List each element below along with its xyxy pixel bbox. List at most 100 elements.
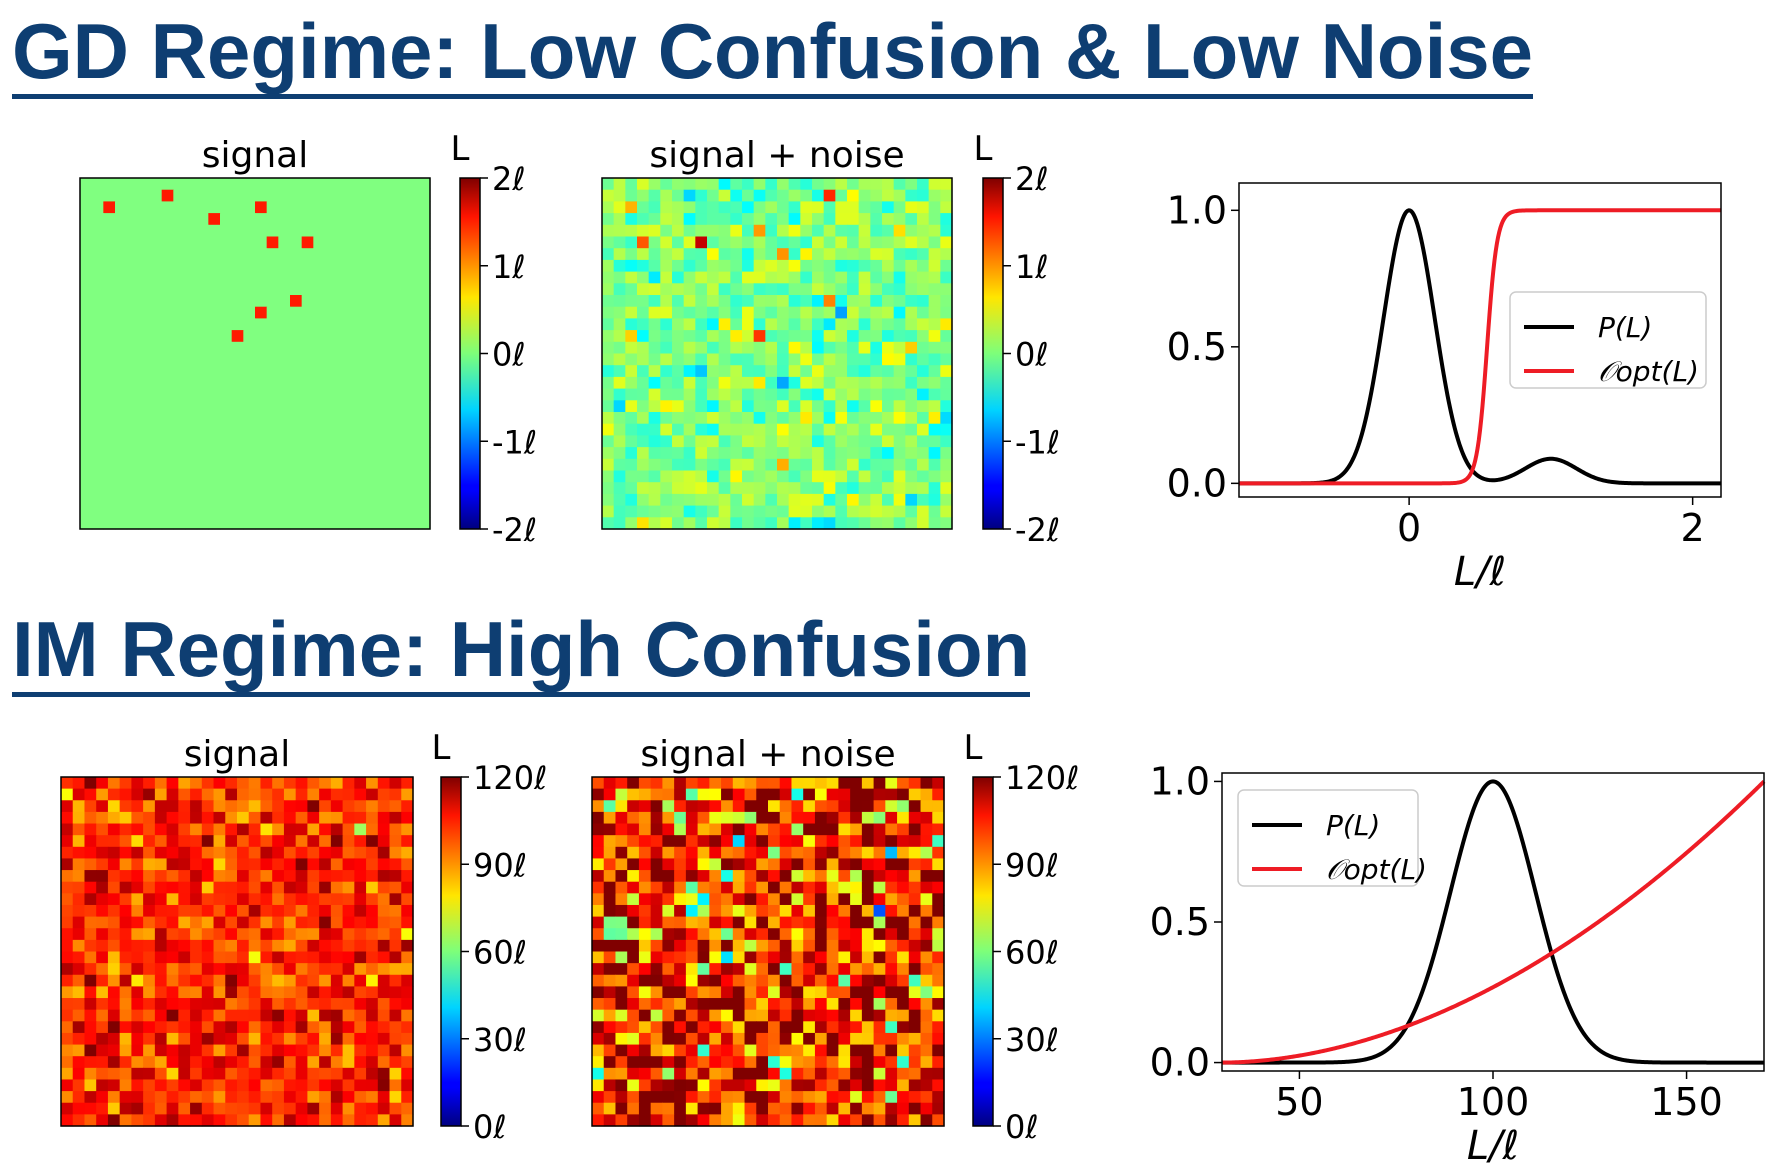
gd-noisy-cell [812, 493, 825, 507]
im-signal-cell [330, 893, 344, 906]
gd-signal-cell [150, 341, 163, 355]
gd-noisy-cell [707, 318, 720, 331]
gd-signal-cell [126, 517, 139, 530]
im-signal-cell [307, 998, 320, 1011]
im-noisy-cell [744, 800, 757, 813]
im-noisy-cell [779, 963, 793, 976]
im-noisy-cell [803, 1102, 816, 1115]
gd-signal-cell [290, 189, 303, 202]
im-signal-cell [166, 904, 179, 918]
im-signal-cell [307, 1056, 320, 1069]
im-signal-cell [72, 788, 86, 801]
gd-signal-cell [208, 376, 221, 390]
im-noisy-cell [627, 1056, 640, 1069]
gd-noisy-cell [893, 365, 906, 378]
im-noisy-cell [638, 881, 652, 894]
gd-signal-cell [371, 341, 384, 355]
gd-noisy-cell [753, 470, 766, 483]
gd-noisy-cell [917, 493, 930, 507]
im-signal-cell [131, 1009, 144, 1022]
im-signal-cell [201, 928, 215, 941]
im-noisy-cell [615, 811, 628, 825]
im-noisy-cell [768, 951, 781, 964]
im-signal-cell [96, 916, 109, 929]
gd-noisy-cell [613, 493, 626, 507]
im-noisy-cell [674, 1044, 687, 1057]
im-signal-cell [96, 811, 109, 825]
im-signal-cell [295, 893, 308, 906]
gd-signal-cell [103, 189, 116, 202]
im-signal-cell [61, 1044, 74, 1057]
im-signal-cell [131, 1021, 144, 1034]
im-noisy-cell [697, 916, 710, 929]
gd-signal-cell [185, 353, 198, 366]
im-noisy-cell [603, 870, 617, 883]
im-signal-cell [143, 823, 156, 836]
im-signal-cell [178, 1079, 191, 1092]
gd-noisy-cell [847, 435, 860, 448]
im-signal-cell [295, 1021, 308, 1034]
im-signal-cell [237, 811, 250, 825]
gd-signal-cell [115, 295, 128, 308]
gd-signal-cell [150, 447, 163, 460]
im-noisy-cell [744, 777, 757, 790]
gd-noisy-cell [812, 224, 825, 238]
im-noisy-cell [674, 1079, 687, 1092]
im-noisy-cell [908, 986, 922, 999]
im-noisy-cell [803, 1009, 816, 1022]
im-noisy-cell [861, 1102, 875, 1115]
im-signal-cell [84, 858, 97, 871]
im-noisy-cell [592, 1021, 605, 1034]
gd-signal-cell [80, 353, 93, 366]
gd-noisy-cell [928, 353, 941, 366]
gd-noisy-cell [718, 505, 731, 518]
gd-signal-cell [395, 283, 408, 296]
gd-noisy-cell [707, 365, 720, 378]
im-signal-cell [330, 986, 344, 999]
gd-signal-cell [290, 482, 303, 495]
gd-signal-cell [173, 201, 186, 214]
im-signal-cell [401, 1021, 414, 1034]
gd-signal-cell [243, 259, 256, 273]
im-signal-cell [366, 1067, 379, 1081]
gd-signal-cell [371, 189, 384, 202]
gd-signal-cell [138, 458, 151, 472]
im-noisy-cell [932, 1079, 945, 1092]
im-noisy-cell [709, 800, 722, 813]
im-noisy-cell [850, 974, 863, 987]
gd-signal-cell [231, 236, 244, 249]
im-signal-cell [283, 788, 297, 801]
im-signal-cell [237, 963, 250, 976]
im-noisy-cell [897, 846, 910, 860]
im-signal-cell [190, 800, 203, 813]
gd-signal-cell [91, 400, 104, 413]
gd-noisy-cell [742, 189, 755, 202]
im-signal-cell [96, 928, 109, 941]
im-noisy-cell [897, 939, 910, 953]
gd-noisy-cell [777, 493, 790, 507]
im-noisy-cell [650, 1021, 663, 1034]
im-signal-cell [84, 1056, 97, 1069]
gd-noisy-cell [637, 447, 650, 460]
im-signal-cell [389, 800, 402, 813]
im-signal-cell [190, 974, 203, 987]
im-signal-cell [389, 881, 402, 894]
im-noisy-cell [709, 1009, 722, 1022]
gd-signal-cell [383, 376, 396, 390]
gd-signal-cell [336, 412, 349, 425]
im-noisy-cell [721, 777, 734, 790]
im-signal-cell [389, 986, 402, 999]
im-signal-cell [307, 963, 320, 976]
gd-signal-cell [325, 189, 338, 202]
im-signal-cell [354, 974, 367, 987]
gd-noisy-cell [718, 341, 731, 355]
im-noisy-cell [603, 823, 617, 836]
gd-signal-cell [313, 423, 326, 436]
im-signal-cell [283, 881, 297, 894]
gd-noisy-cell [695, 423, 708, 436]
im-signal-cell [307, 870, 320, 883]
im-signal-cell [143, 974, 156, 987]
im-signal-cell [237, 939, 250, 953]
gd-signal-cell [208, 493, 221, 507]
im-noisy-colorbar-label: L [964, 728, 983, 768]
